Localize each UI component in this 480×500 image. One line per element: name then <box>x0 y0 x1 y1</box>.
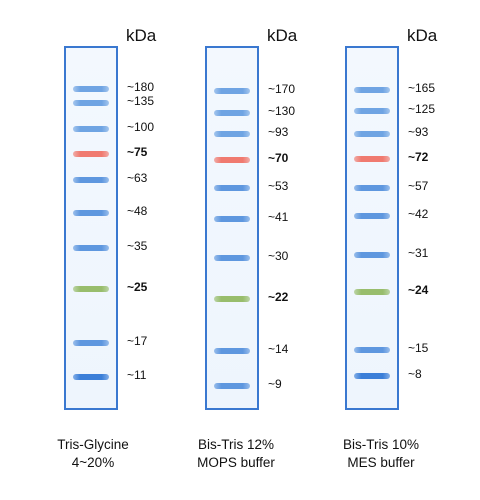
marker-label: ~135 <box>127 94 155 108</box>
gel-lane-2 <box>205 46 259 410</box>
marker-label: ~22 <box>268 290 289 304</box>
marker-label: ~170 <box>268 82 296 96</box>
caption-line: MOPS buffer <box>197 455 275 470</box>
marker-band <box>214 157 250 163</box>
marker-band <box>73 86 109 92</box>
marker-band <box>73 100 109 106</box>
marker-label: ~180 <box>127 80 155 94</box>
marker-band <box>354 131 390 137</box>
marker-label: ~25 <box>127 280 148 294</box>
lane-caption: Tris-Glycine 4~20% <box>28 436 158 472</box>
marker-label: ~48 <box>127 204 148 218</box>
marker-label: ~93 <box>268 125 289 139</box>
marker-band <box>73 210 109 216</box>
marker-band <box>73 126 109 132</box>
marker-label: ~75 <box>127 145 148 159</box>
marker-label: ~63 <box>127 171 148 185</box>
marker-band <box>214 255 250 261</box>
marker-label: ~41 <box>268 210 289 224</box>
marker-band <box>354 108 390 114</box>
unit-label: kDa <box>267 26 298 45</box>
marker-band <box>354 87 390 93</box>
marker-band <box>354 347 390 353</box>
marker-label: ~70 <box>268 151 289 165</box>
lane-caption: Bis-Tris 12% MOPS buffer <box>171 436 301 472</box>
marker-label: ~17 <box>127 334 148 348</box>
lane-caption: Bis-Tris 10% MES buffer <box>316 436 446 472</box>
marker-label: ~14 <box>268 342 289 356</box>
gel-lane-1 <box>64 46 118 410</box>
marker-label: ~42 <box>408 207 429 221</box>
marker-band <box>73 286 109 292</box>
marker-band <box>354 373 390 379</box>
caption-line: Bis-Tris 10% <box>342 437 419 452</box>
marker-label: ~130 <box>268 104 296 118</box>
marker-label: ~9 <box>268 377 282 391</box>
marker-band <box>214 110 250 116</box>
marker-label: ~24 <box>408 283 429 297</box>
marker-label: ~15 <box>408 341 429 355</box>
marker-band <box>214 185 250 191</box>
marker-label: ~100 <box>127 120 155 134</box>
marker-label: ~30 <box>268 249 289 263</box>
marker-band <box>73 374 109 380</box>
caption-line: Tris-Glycine <box>57 437 129 452</box>
marker-band <box>73 340 109 346</box>
marker-band <box>354 289 390 295</box>
marker-label: ~35 <box>127 239 148 253</box>
marker-label: ~125 <box>408 102 436 116</box>
marker-band <box>214 348 250 354</box>
gel-lane-3 <box>345 46 399 410</box>
marker-band <box>214 383 250 389</box>
marker-band <box>73 245 109 251</box>
marker-band <box>354 252 390 258</box>
marker-label: ~53 <box>268 179 289 193</box>
marker-label: ~165 <box>408 81 436 95</box>
caption-line: Bis-Tris 12% <box>197 437 274 452</box>
marker-band <box>354 185 390 191</box>
marker-band <box>73 177 109 183</box>
marker-label: ~31 <box>408 246 429 260</box>
marker-label: ~8 <box>408 367 422 381</box>
marker-band <box>214 88 250 94</box>
marker-band <box>214 296 250 302</box>
unit-label: kDa <box>407 26 438 45</box>
marker-band <box>214 131 250 137</box>
caption-line: MES buffer <box>347 455 415 470</box>
marker-band <box>214 216 250 222</box>
marker-label: ~11 <box>127 368 147 382</box>
marker-band <box>73 151 109 157</box>
caption-line: 4~20% <box>71 455 115 470</box>
marker-label: ~72 <box>408 150 429 164</box>
marker-label: ~93 <box>408 125 429 139</box>
marker-band <box>354 213 390 219</box>
marker-label: ~57 <box>408 179 429 193</box>
unit-label: kDa <box>126 26 157 45</box>
marker-band <box>354 156 390 162</box>
